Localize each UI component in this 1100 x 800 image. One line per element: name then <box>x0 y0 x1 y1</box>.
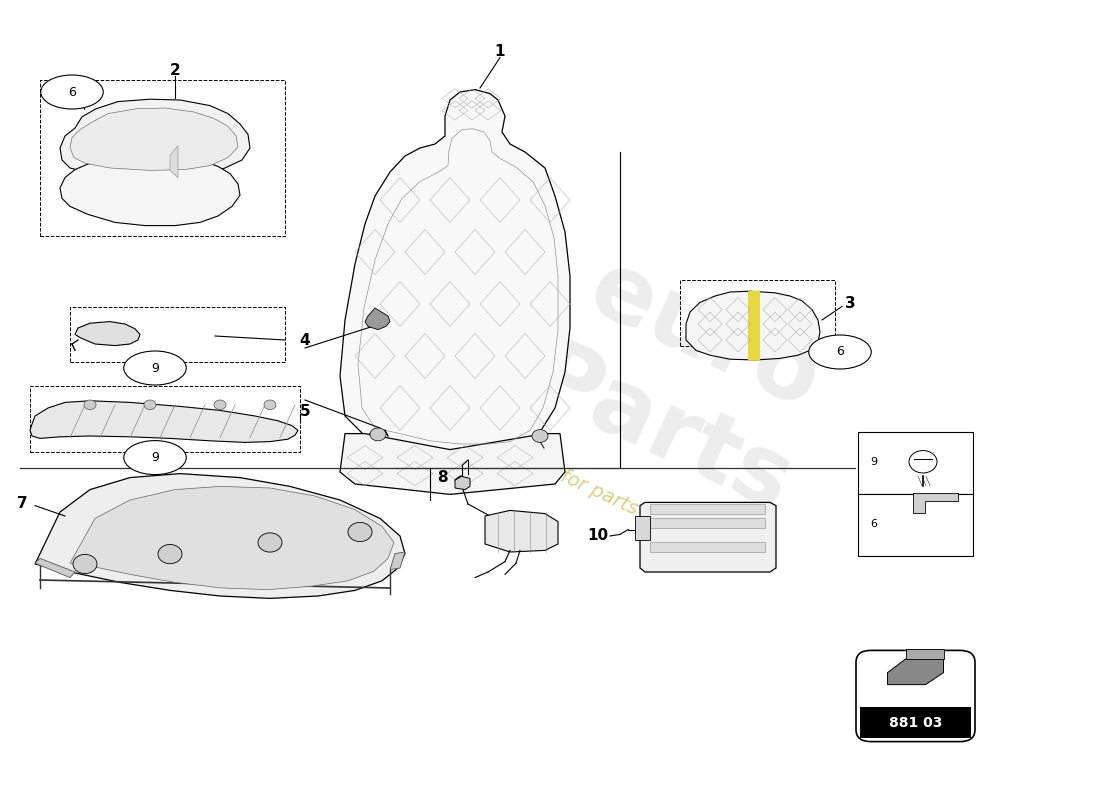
Polygon shape <box>888 659 944 685</box>
Polygon shape <box>913 493 958 513</box>
Circle shape <box>532 430 548 442</box>
Polygon shape <box>30 401 298 442</box>
Polygon shape <box>485 510 558 552</box>
Text: a passion for parts since 1985: a passion for parts since 1985 <box>468 425 742 567</box>
Ellipse shape <box>808 335 871 369</box>
Polygon shape <box>75 322 140 346</box>
Polygon shape <box>390 552 405 570</box>
Polygon shape <box>905 649 944 659</box>
Circle shape <box>264 400 276 410</box>
Ellipse shape <box>123 351 186 385</box>
Polygon shape <box>70 108 238 170</box>
Polygon shape <box>748 290 760 361</box>
Polygon shape <box>170 146 178 178</box>
Circle shape <box>370 428 386 441</box>
FancyBboxPatch shape <box>856 650 975 742</box>
Text: 9: 9 <box>870 457 878 466</box>
Text: 1: 1 <box>495 45 505 59</box>
Ellipse shape <box>123 441 186 474</box>
Bar <box>858 494 974 556</box>
Text: 10: 10 <box>587 529 608 543</box>
Ellipse shape <box>41 75 103 109</box>
Bar <box>30 386 300 452</box>
Polygon shape <box>455 476 470 490</box>
Text: 8: 8 <box>438 470 448 485</box>
Circle shape <box>144 400 156 410</box>
Text: 6: 6 <box>870 518 878 529</box>
Bar <box>860 654 971 706</box>
Circle shape <box>258 533 282 552</box>
Circle shape <box>73 554 97 574</box>
Polygon shape <box>35 474 405 598</box>
Bar <box>40 80 285 236</box>
Text: 9: 9 <box>151 451 158 464</box>
Text: euro
Parts: euro Parts <box>514 235 850 533</box>
Text: 881 03: 881 03 <box>889 716 943 730</box>
Bar <box>858 432 974 494</box>
Text: 6: 6 <box>836 346 844 358</box>
Circle shape <box>84 400 96 410</box>
Text: 4: 4 <box>299 333 310 347</box>
Polygon shape <box>60 99 250 178</box>
Text: 2: 2 <box>169 63 180 78</box>
Text: 9: 9 <box>151 362 158 374</box>
Bar <box>635 516 650 540</box>
Bar <box>650 504 764 514</box>
Polygon shape <box>35 558 75 578</box>
Polygon shape <box>686 291 820 360</box>
Polygon shape <box>640 502 776 572</box>
Bar <box>650 518 764 528</box>
Text: 3: 3 <box>845 297 856 311</box>
Polygon shape <box>340 434 565 494</box>
Circle shape <box>348 522 372 542</box>
Polygon shape <box>340 90 570 452</box>
Polygon shape <box>365 308 390 330</box>
Bar <box>680 280 835 346</box>
Bar <box>70 307 285 362</box>
Text: 5: 5 <box>299 404 310 418</box>
Circle shape <box>214 400 225 410</box>
Polygon shape <box>60 154 240 226</box>
Circle shape <box>158 545 182 564</box>
Bar <box>650 542 764 552</box>
Circle shape <box>909 450 937 473</box>
Text: 6: 6 <box>68 86 76 98</box>
Bar <box>860 705 971 738</box>
Text: 7: 7 <box>16 497 28 511</box>
Polygon shape <box>70 486 394 590</box>
